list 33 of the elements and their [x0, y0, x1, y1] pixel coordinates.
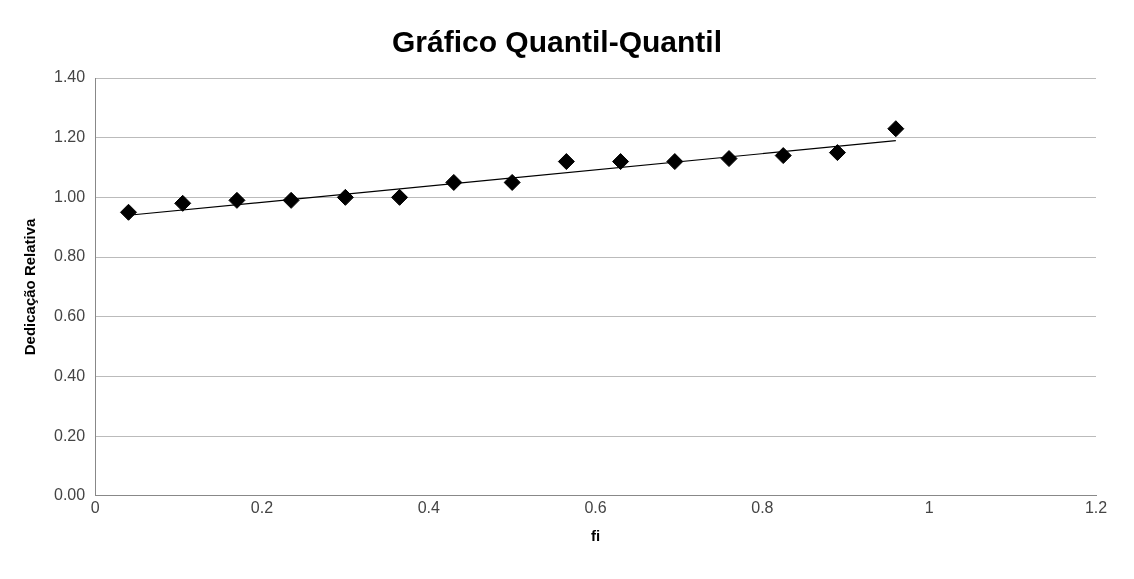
point	[666, 153, 684, 171]
y-tick-label: 0.60	[54, 307, 86, 325]
y-tick-label: 0.40	[54, 366, 86, 384]
x-tick-label: 0	[90, 498, 100, 516]
y-tick-label: 1.00	[54, 187, 86, 205]
y-axis-title: Dedicação Relativa	[21, 217, 39, 356]
point	[336, 188, 354, 206]
point	[391, 188, 409, 206]
point	[228, 191, 246, 209]
x-axis-title: fi	[590, 526, 601, 544]
point	[828, 144, 846, 162]
x-tick-label: 1.2	[1084, 498, 1108, 516]
y-tick-label: 0.00	[54, 486, 86, 504]
point	[503, 173, 521, 191]
y-tick-label: 0.80	[54, 247, 86, 265]
point	[282, 191, 300, 209]
point	[887, 120, 905, 138]
y-tick-label: 1.40	[54, 68, 86, 86]
point	[445, 173, 463, 191]
point	[612, 153, 630, 171]
point	[557, 153, 575, 171]
chart-title: Gráfico Quantil-Quantil	[391, 25, 723, 59]
x-tick-label: 0.8	[751, 498, 774, 516]
point	[774, 147, 792, 165]
x-tick-label: 0.4	[417, 498, 440, 516]
x-tick-label: 0.6	[584, 498, 607, 516]
x-tick-label: 1	[924, 498, 934, 516]
x-tick-label: 0.2	[250, 498, 274, 516]
point	[120, 203, 137, 221]
point	[720, 150, 738, 168]
point	[174, 194, 192, 212]
y-tick-label: 0.20	[54, 426, 86, 444]
y-tick-label: 1.20	[54, 128, 86, 146]
